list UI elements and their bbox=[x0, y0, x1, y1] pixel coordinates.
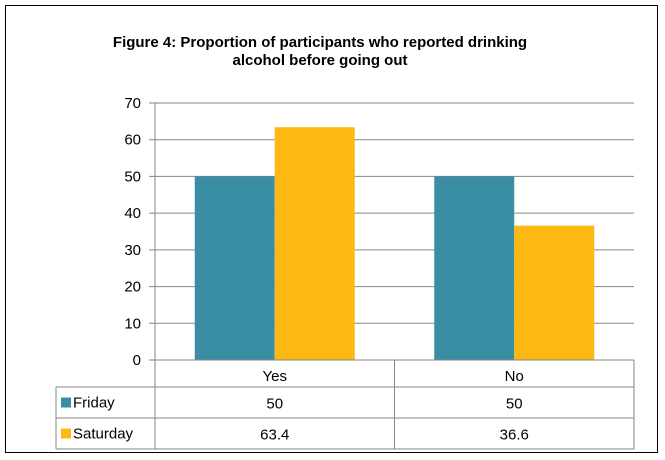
y-tick-label-50: 50 bbox=[124, 168, 141, 185]
legend-label-saturday: Saturday bbox=[73, 426, 134, 443]
x-tick-label-yes: Yes bbox=[263, 368, 287, 385]
legend-label-friday: Friday bbox=[73, 395, 115, 412]
legend-key-friday bbox=[61, 397, 71, 408]
y-tick-label-0: 0 bbox=[133, 352, 141, 369]
data-label-saturday-yes: 63.4 bbox=[260, 427, 289, 444]
y-tick-label-20: 20 bbox=[124, 279, 141, 296]
y-tick-label-40: 40 bbox=[124, 205, 141, 222]
y-tick-label-30: 30 bbox=[124, 242, 141, 259]
y-tick-label-10: 10 bbox=[124, 315, 141, 332]
data-label-friday-no: 50 bbox=[506, 396, 523, 413]
y-tick-label-70: 70 bbox=[124, 95, 141, 112]
chart-title: Figure 4: Proportion of participants who… bbox=[112, 34, 528, 69]
legend-key-saturday bbox=[61, 428, 71, 439]
data-label-saturday-no: 36.6 bbox=[500, 427, 529, 444]
data-label-friday-yes: 50 bbox=[266, 396, 283, 413]
bar-friday-no bbox=[434, 176, 515, 360]
bar-saturday-no bbox=[514, 225, 595, 360]
y-tick-label-60: 60 bbox=[124, 132, 141, 149]
bar-friday-yes bbox=[194, 176, 275, 360]
bar-saturday-yes bbox=[274, 127, 355, 360]
x-tick-label-no: No bbox=[505, 368, 524, 385]
